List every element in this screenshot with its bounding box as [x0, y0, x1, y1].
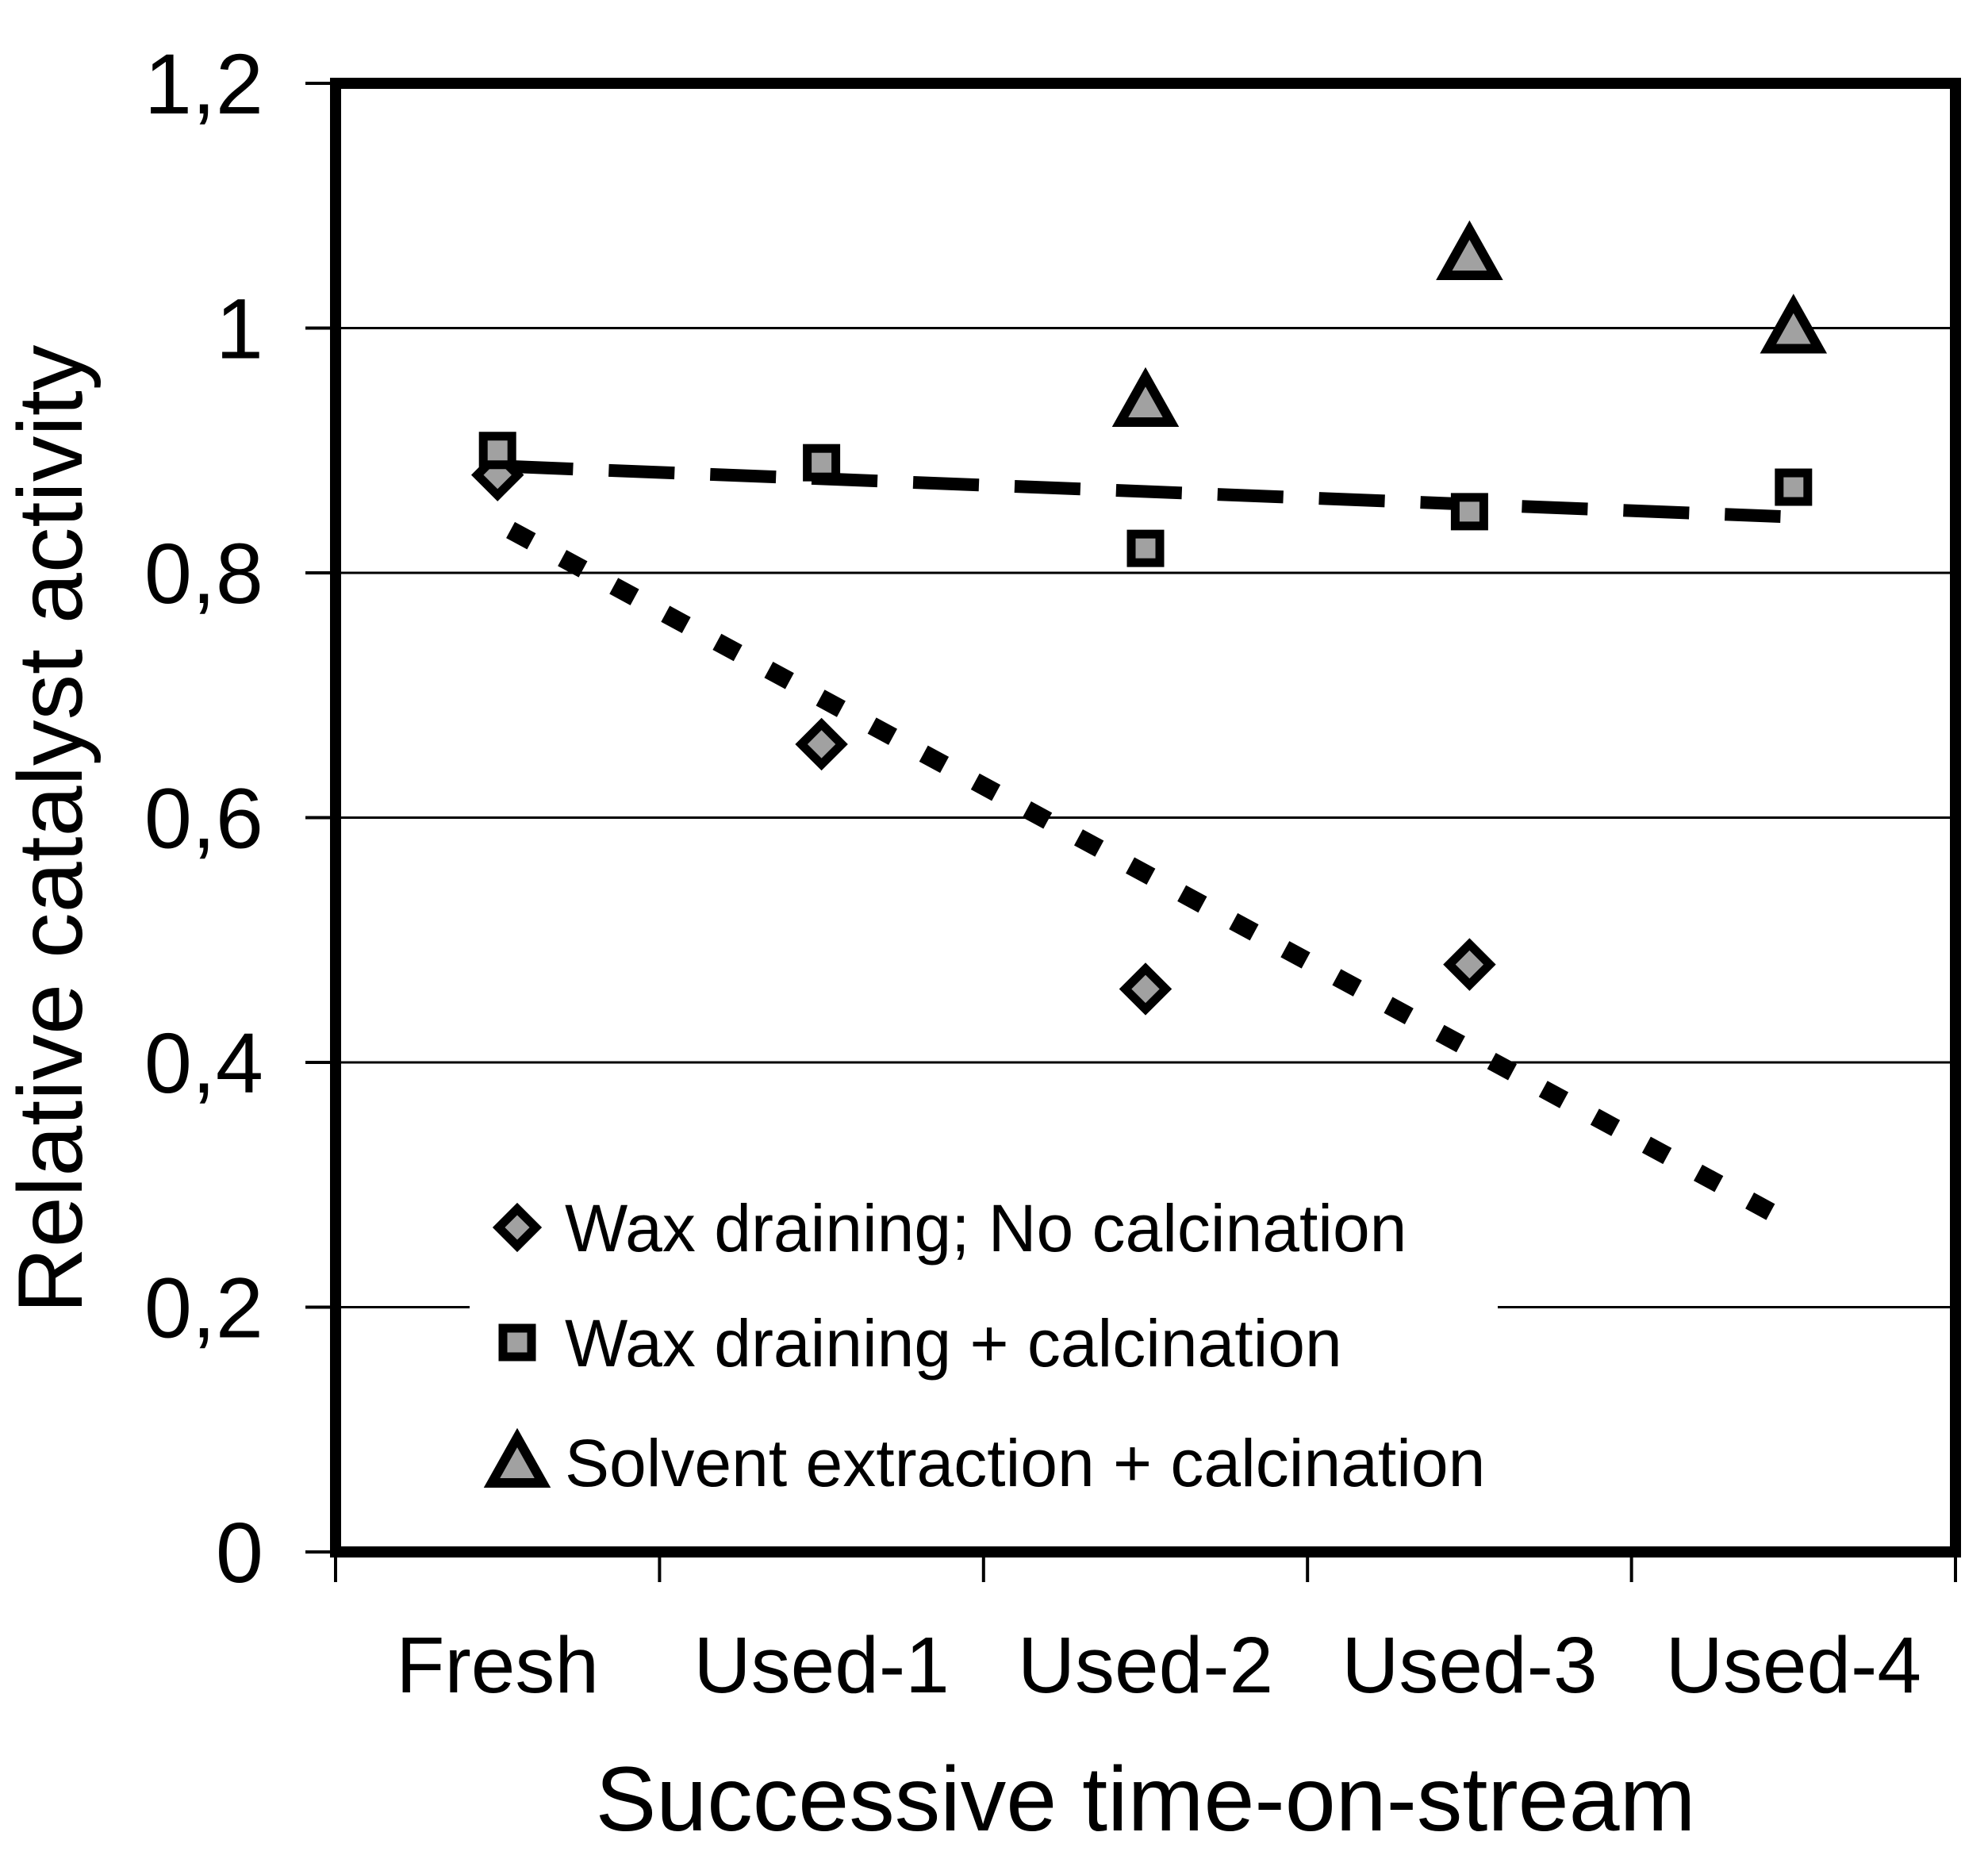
x-category-labels: Fresh Used-1 Used-2 Used-3 Used-4: [396, 1621, 1921, 1710]
legend-item: Wax draining; No calcination: [492, 1191, 1407, 1266]
square-marker-icon: [478, 432, 516, 470]
square-marker-icon: [498, 1323, 536, 1362]
x-category-label: Used-3: [1341, 1621, 1597, 1710]
x-axis-title: Successive time-on-stream: [596, 1749, 1696, 1850]
y-tick-label: 0,6: [144, 770, 263, 866]
legend: Wax draining; No calcination Wax draining…: [470, 1165, 1498, 1520]
legend-item: Wax draining + calcination: [498, 1306, 1342, 1381]
y-tick-labels: 0 0,2 0,4 0,6 0,8 1 1,2: [144, 36, 263, 1600]
legend-item-label: Wax draining; No calcination: [565, 1191, 1407, 1266]
trendline-long-dash: [507, 459, 1781, 524]
x-category-label: Used-4: [1666, 1621, 1921, 1710]
triangle-marker-icon: [1760, 294, 1828, 354]
legend-item: Solvent extraction + calcination: [483, 1426, 1485, 1500]
y-tick-label: 0,8: [144, 525, 263, 621]
diamond-marker-icon: [1443, 938, 1496, 991]
trendline-dotted: [506, 521, 1789, 1227]
diamond-marker-icon: [795, 717, 848, 771]
triangle-marker-icon: [483, 1427, 551, 1488]
legend-item-label: Wax draining + calcination: [565, 1306, 1342, 1381]
legend-item-label: Solvent extraction + calcination: [565, 1426, 1485, 1500]
square-marker-icon: [1126, 529, 1165, 567]
x-category-label: Used-1: [693, 1621, 949, 1710]
square-marker-icon: [803, 444, 841, 482]
diamond-marker-icon: [1119, 962, 1172, 1016]
y-tick-label: 1,2: [144, 36, 263, 132]
y-axis-title: Relative catalyst activity: [0, 344, 102, 1313]
triangle-marker-icon: [1111, 367, 1180, 428]
x-category-label: Used-2: [1018, 1621, 1273, 1710]
triangle-marker-icon: [1436, 220, 1503, 280]
y-tick-label: 1: [216, 281, 263, 377]
square-marker-icon: [1775, 468, 1813, 506]
diamond-marker-icon: [492, 1202, 543, 1253]
y-tick-label: 0: [216, 1504, 263, 1600]
y-tick-label: 0,4: [144, 1015, 263, 1111]
data-markers: [470, 220, 1828, 1016]
gridlines: [336, 327, 1955, 1308]
legend-background: [470, 1165, 1498, 1520]
x-category-label: Fresh: [396, 1621, 599, 1710]
trendlines: [506, 459, 1789, 1227]
square-marker-icon: [1450, 493, 1488, 531]
y-tick-label: 0,2: [144, 1260, 263, 1356]
axis-ticks: [305, 82, 1957, 1582]
